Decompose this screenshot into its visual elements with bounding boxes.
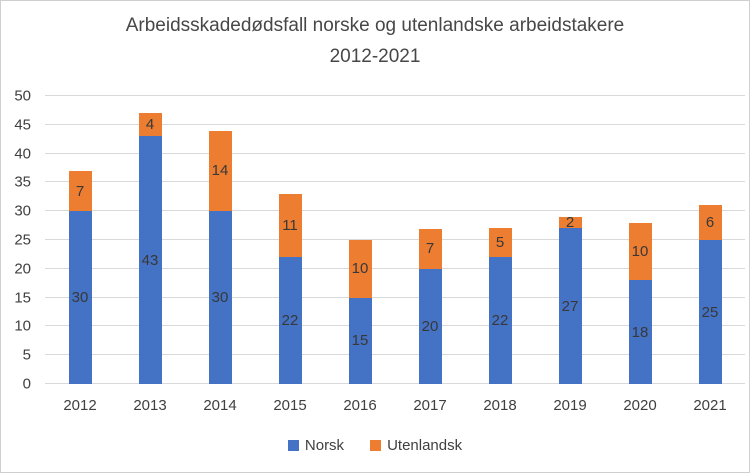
stacked-bar: 22 5 — [488, 96, 512, 384]
y-tick-label: 45 — [14, 116, 31, 134]
bar-column: 22 11 — [255, 96, 325, 384]
bar-column: 18 10 — [605, 96, 675, 384]
bar-column: 22 5 — [465, 96, 535, 384]
x-tick-label: 2019 — [553, 397, 587, 414]
x-tick-label: 2020 — [623, 397, 657, 414]
y-tick-label: 0 — [22, 375, 31, 393]
y-tick-label: 50 — [14, 87, 31, 105]
chart-title-line1: Arbeidsskadedødsfall norske og utenlands… — [125, 15, 625, 36]
gridline — [45, 383, 745, 384]
legend: Norsk Utenlandsk — [1, 437, 749, 454]
x-tick-label: 2018 — [483, 397, 517, 414]
chart-title: Arbeidsskadedødsfall norske og utenlands… — [1, 10, 749, 72]
legend-item-utenlandsk: Utenlandsk — [370, 437, 462, 454]
y-axis: 0 5 10 15 20 25 30 35 40 45 50 — [1, 89, 38, 392]
bar-segment-utenlandsk: 4 — [138, 113, 162, 137]
chart-title-line2: 2012-2021 — [329, 46, 421, 67]
bar-segment-norsk: 30 — [68, 211, 92, 384]
bar-segment-norsk: 25 — [698, 240, 722, 384]
bar-segment-utenlandsk: 10 — [348, 240, 372, 298]
bar-segment-norsk: 22 — [278, 257, 302, 384]
y-tick-label: 10 — [14, 317, 31, 335]
legend-label: Norsk — [304, 437, 345, 454]
y-tick-label: 40 — [14, 145, 31, 163]
legend-swatch-icon — [370, 440, 382, 451]
gridline — [45, 181, 745, 183]
stacked-bar: 30 14 — [208, 96, 232, 384]
bar-column: 30 7 — [45, 96, 115, 384]
bar-segment-utenlandsk: 10 — [628, 222, 652, 281]
plot-area: 30 7 43 4 30 14 22 11 15 10 20 7 22 5 27 2 18 10 25 6 — [45, 95, 745, 384]
x-tick-label: 2017 — [413, 397, 447, 414]
bar-segment-utenlandsk: 7 — [418, 228, 442, 269]
bar-segment-norsk: 30 — [208, 211, 232, 384]
bar-column: 30 14 — [185, 96, 255, 384]
bar-column: 15 10 — [325, 96, 395, 384]
stacked-bar: 43 4 — [138, 96, 162, 384]
bar-segment-norsk: 18 — [628, 280, 652, 384]
bar-segment-utenlandsk: 5 — [488, 228, 512, 258]
bar-column: 20 7 — [395, 96, 465, 384]
gridline — [45, 267, 745, 269]
x-axis: 2012 2013 2014 2015 2016 2017 2018 2019 2020 2021 — [45, 397, 745, 414]
stacked-bar: 15 10 — [348, 96, 372, 384]
gridline — [45, 95, 745, 96]
stacked-bar: 27 2 — [558, 96, 582, 384]
x-tick-label: 2021 — [693, 397, 727, 414]
bar-columns: 30 7 43 4 30 14 22 11 15 10 20 7 22 5 27 2 18 10 25 6 — [45, 96, 745, 384]
x-tick-label: 2014 — [203, 397, 237, 414]
y-tick-label: 5 — [22, 346, 31, 364]
bar-column: 43 4 — [115, 96, 185, 384]
legend-swatch-icon — [287, 440, 299, 451]
bar-column: 27 2 — [535, 96, 605, 384]
y-tick-label: 35 — [14, 173, 31, 191]
gridline — [45, 354, 745, 356]
bar-segment-utenlandsk: 11 — [278, 193, 302, 258]
bar-segment-norsk: 43 — [138, 136, 162, 384]
y-tick-label: 25 — [14, 231, 31, 249]
y-tick-label: 20 — [14, 260, 31, 278]
bar-segment-norsk: 20 — [418, 268, 442, 384]
gridline — [45, 123, 745, 125]
stacked-bar: 18 10 — [628, 96, 652, 384]
legend-label: Utenlandsk — [387, 437, 463, 454]
gridline — [45, 325, 745, 327]
bar-segment-utenlandsk: 14 — [208, 130, 232, 212]
gridline — [45, 152, 745, 154]
stacked-bar: 20 7 — [418, 96, 442, 384]
stacked-bar: 22 11 — [278, 96, 302, 384]
x-tick-label: 2015 — [273, 397, 307, 414]
x-tick-label: 2013 — [133, 397, 167, 414]
bar-segment-utenlandsk: 7 — [68, 170, 92, 212]
stacked-bar: 25 6 — [698, 96, 722, 384]
stacked-bar: 30 7 — [68, 96, 92, 384]
bar-segment-norsk: 15 — [348, 297, 372, 384]
bar-segment-utenlandsk: 2 — [558, 216, 582, 230]
y-tick-label: 30 — [14, 202, 31, 220]
bar-segment-norsk: 27 — [558, 228, 582, 384]
bar-segment-utenlandsk: 6 — [698, 205, 722, 240]
gridline — [45, 210, 745, 212]
legend-item-norsk: Norsk — [287, 437, 345, 454]
gridline — [45, 239, 745, 240]
x-tick-label: 2012 — [63, 397, 97, 414]
y-tick-label: 15 — [14, 289, 31, 307]
bar-column: 25 6 — [675, 96, 745, 384]
bar-segment-norsk: 22 — [488, 257, 512, 384]
x-tick-label: 2016 — [343, 397, 377, 414]
gridline — [45, 296, 745, 298]
